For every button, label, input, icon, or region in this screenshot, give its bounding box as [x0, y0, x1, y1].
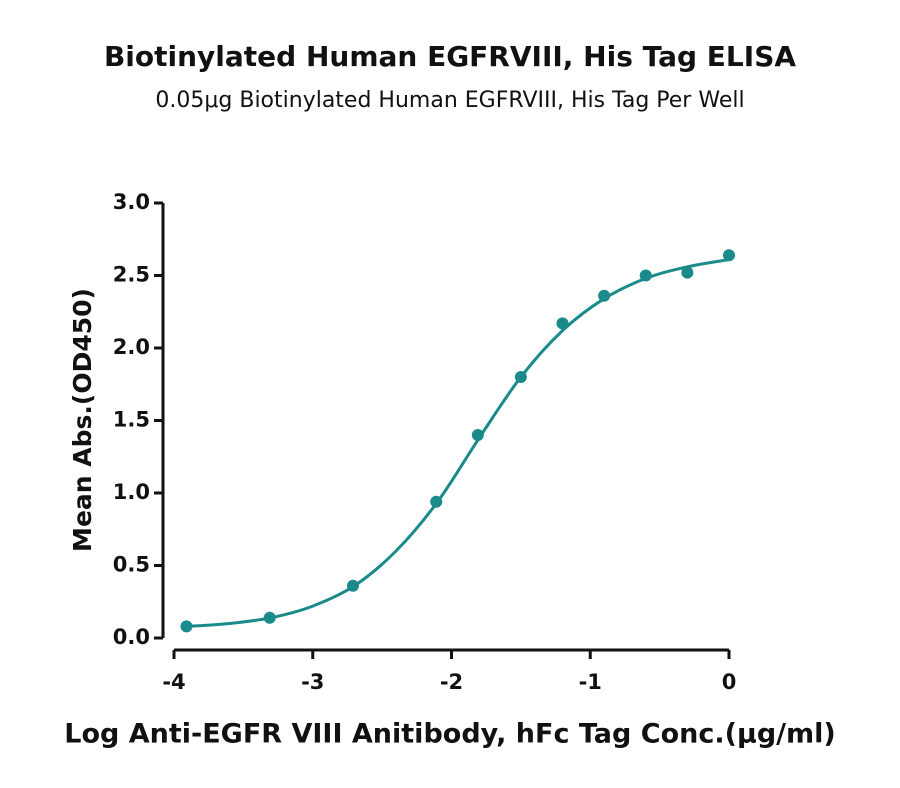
data-point — [556, 317, 569, 330]
x-tick-label: -4 — [162, 670, 185, 694]
data-point — [639, 269, 652, 282]
data-point — [681, 266, 694, 279]
chart-title: Biotinylated Human EGFRVIII, His Tag ELI… — [104, 40, 796, 73]
y-tick-label: 0.0 — [113, 625, 150, 649]
x-axis-title: Log Anti-EGFR VIII Anitibody, hFc Tag Co… — [64, 719, 835, 750]
data-point — [471, 429, 484, 441]
x-tick-label: -3 — [301, 670, 324, 694]
data-point — [598, 289, 611, 302]
x-tick-label: 0 — [722, 670, 737, 694]
fit-curve — [187, 258, 730, 628]
x-tick-label: -2 — [440, 670, 463, 694]
data-point — [430, 495, 443, 508]
y-tick-label: 3.0 — [113, 190, 150, 214]
y-tick-label: 2.0 — [113, 335, 150, 359]
data-point — [514, 371, 527, 383]
x-tick-label: -1 — [579, 670, 602, 694]
data-point — [180, 620, 193, 633]
y-tick-label: 2.5 — [113, 263, 150, 287]
data-point — [263, 611, 276, 624]
y-tick-label: 1.5 — [113, 408, 150, 432]
data-point — [346, 579, 359, 592]
y-tick-label: 1.0 — [113, 480, 150, 504]
y-tick-label: 0.5 — [113, 553, 150, 577]
chart-subtitle: 0.05μg Biotinylated Human EGFRVIII, His … — [155, 88, 744, 113]
data-point — [723, 249, 735, 262]
y-axis-title: Mean Abs.(OD450) — [68, 288, 97, 552]
